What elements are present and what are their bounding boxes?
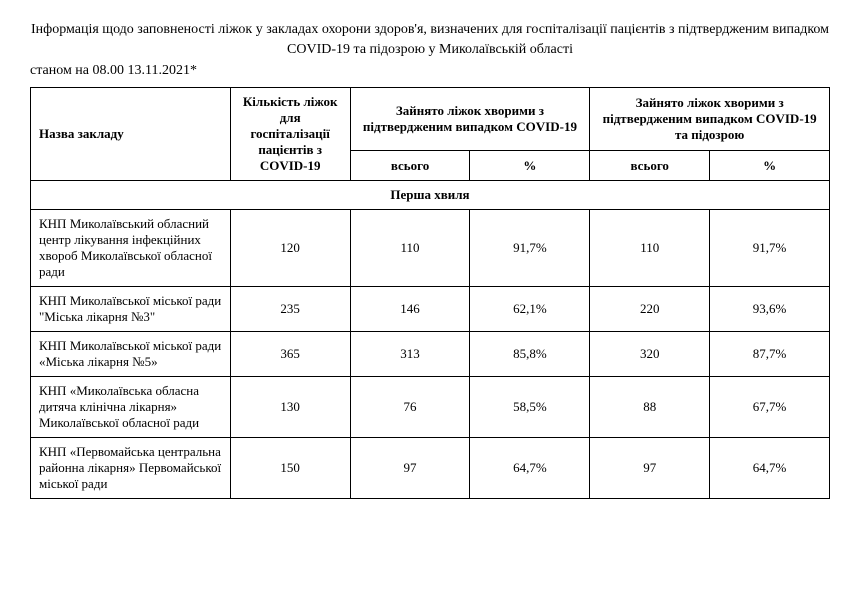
facility-name: КНП Миколаївський обласний центр лікуван…	[31, 210, 231, 287]
header-suspected-pct: %	[710, 151, 830, 181]
confirmed-total: 97	[350, 438, 470, 499]
beds-table: Назва закладу Кількість ліжок для госпіт…	[30, 87, 830, 499]
suspected-total: 88	[590, 377, 710, 438]
confirmed-pct: 62,1%	[470, 287, 590, 332]
confirmed-pct: 64,7%	[470, 438, 590, 499]
table-row: КНП Миколаївської міської ради «Міська л…	[31, 332, 830, 377]
suspected-pct: 87,7%	[710, 332, 830, 377]
confirmed-total: 110	[350, 210, 470, 287]
header-total-beds: Кількість ліжок для госпіталізації паціє…	[230, 88, 350, 181]
table-row: КНП «Миколаївська обласна дитяча клінічн…	[31, 377, 830, 438]
table-row: КНП Миколаївської міської ради "Міська л…	[31, 287, 830, 332]
suspected-pct: 64,7%	[710, 438, 830, 499]
confirmed-pct: 58,5%	[470, 377, 590, 438]
facility-name: КНП Миколаївської міської ради "Міська л…	[31, 287, 231, 332]
beds-count: 235	[230, 287, 350, 332]
table-row: КНП Миколаївський обласний центр лікуван…	[31, 210, 830, 287]
confirmed-total: 313	[350, 332, 470, 377]
header-confirmed: Зайнято ліжок хворими з підтвердженим ви…	[350, 88, 590, 151]
suspected-total: 320	[590, 332, 710, 377]
confirmed-total: 76	[350, 377, 470, 438]
beds-count: 150	[230, 438, 350, 499]
suspected-total: 220	[590, 287, 710, 332]
document-title: Інформація щодо заповненості ліжок у зак…	[30, 20, 830, 59]
suspected-pct: 67,7%	[710, 377, 830, 438]
facility-name: КНП «Миколаївська обласна дитяча клінічн…	[31, 377, 231, 438]
confirmed-pct: 85,8%	[470, 332, 590, 377]
table-row: КНП «Первомайська центральна районна лік…	[31, 438, 830, 499]
beds-count: 130	[230, 377, 350, 438]
section-label: Перша хвиля	[31, 181, 830, 210]
confirmed-total: 146	[350, 287, 470, 332]
suspected-pct: 91,7%	[710, 210, 830, 287]
section-row: Перша хвиля	[31, 181, 830, 210]
header-name: Назва закладу	[31, 88, 231, 181]
facility-name: КНП «Первомайська центральна районна лік…	[31, 438, 231, 499]
header-confirmed-total: всього	[350, 151, 470, 181]
header-suspected-total: всього	[590, 151, 710, 181]
facility-name: КНП Миколаївської міської ради «Міська л…	[31, 332, 231, 377]
suspected-total: 110	[590, 210, 710, 287]
suspected-pct: 93,6%	[710, 287, 830, 332]
header-confirmed-suspected: Зайнято ліжок хворими з підтвердженим ви…	[590, 88, 830, 151]
confirmed-pct: 91,7%	[470, 210, 590, 287]
beds-count: 120	[230, 210, 350, 287]
suspected-total: 97	[590, 438, 710, 499]
header-confirmed-pct: %	[470, 151, 590, 181]
as-of-date: станом на 08.00 13.11.2021*	[30, 63, 830, 79]
beds-count: 365	[230, 332, 350, 377]
